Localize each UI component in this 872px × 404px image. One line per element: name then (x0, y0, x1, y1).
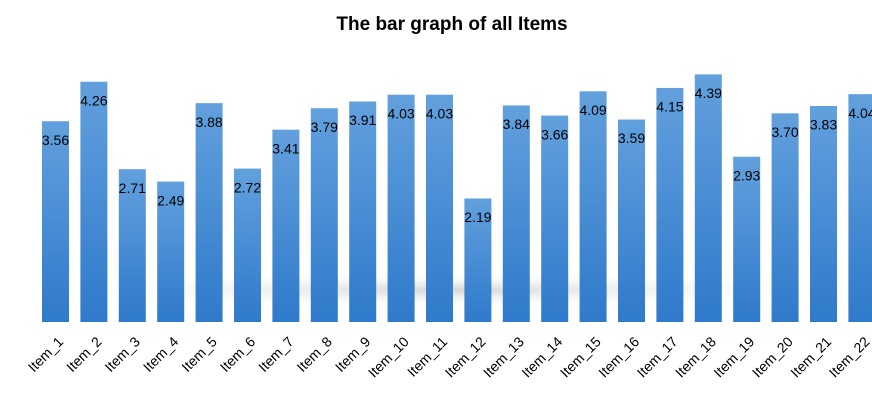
bar (387, 94, 415, 322)
value-label: 3.41 (272, 140, 299, 156)
bar (771, 113, 799, 322)
value-label: 4.39 (695, 85, 722, 101)
bar (157, 181, 185, 322)
x-tick-label: Item_17 (634, 333, 681, 380)
chart-title: The bar graph of all Items (336, 14, 567, 35)
value-label: 4.03 (387, 105, 414, 121)
bar (118, 169, 146, 322)
x-tick-label: Item_8 (293, 333, 335, 375)
value-label: 3.56 (42, 132, 69, 148)
bar (733, 156, 761, 322)
value-label: 3.70 (771, 124, 798, 140)
bar (234, 168, 261, 322)
bar (502, 105, 530, 322)
value-label: 2.19 (464, 209, 491, 225)
x-tick-label: Item_21 (787, 333, 834, 380)
bar (310, 108, 338, 322)
value-label: 3.91 (349, 112, 376, 128)
x-tick-label: Item_12 (442, 333, 489, 380)
value-label: 2.49 (157, 192, 184, 208)
bar (464, 198, 492, 322)
x-tick-label: Item_16 (595, 333, 642, 380)
bar (541, 115, 569, 323)
bar (272, 129, 300, 322)
x-tick-label: Item_1 (25, 333, 67, 375)
bar (579, 91, 607, 322)
x-tick-label: Item_5 (178, 333, 220, 375)
bar (80, 81, 108, 323)
x-tick-label: Item_10 (365, 333, 412, 380)
x-tick-label: Item_18 (672, 333, 719, 380)
value-label: 4.04 (848, 105, 872, 121)
x-tick-label: Item_13 (480, 333, 527, 380)
bar (42, 121, 69, 322)
value-label: 2.93 (733, 167, 760, 183)
x-tick-label: Item_15 (557, 333, 604, 380)
bar (848, 94, 872, 322)
value-label: 2.72 (234, 179, 261, 195)
bar (656, 87, 684, 322)
value-label: 3.88 (195, 114, 222, 130)
value-label: 3.83 (810, 117, 837, 133)
x-tick-label: Item_11 (404, 333, 450, 379)
value-label: 4.15 (656, 99, 683, 115)
x-tick-label: Item_7 (255, 333, 297, 375)
bar (195, 103, 223, 322)
value-label: 3.59 (618, 130, 645, 146)
x-tick-label: Item_19 (710, 333, 757, 380)
x-tick-label: Item_3 (101, 333, 143, 375)
x-tick-label: Item_20 (749, 333, 796, 380)
value-label: 3.79 (311, 119, 338, 135)
x-tick-label: Item_4 (140, 333, 182, 375)
bar (810, 105, 837, 322)
value-label: 4.03 (426, 105, 453, 121)
x-tick-label: Item_6 (217, 333, 259, 375)
value-label: 4.09 (579, 102, 606, 118)
value-label: 3.66 (541, 126, 568, 142)
value-label: 4.26 (80, 92, 107, 108)
x-tick-label: Item_2 (63, 333, 105, 375)
bar (349, 101, 377, 322)
bar (694, 74, 722, 323)
x-tick-label: Item_14 (518, 333, 565, 380)
value-label: 2.71 (119, 180, 146, 196)
value-label: 3.84 (503, 116, 530, 132)
bar (426, 94, 453, 322)
bar (618, 119, 645, 322)
x-tick-label: Item_22 (826, 333, 872, 380)
